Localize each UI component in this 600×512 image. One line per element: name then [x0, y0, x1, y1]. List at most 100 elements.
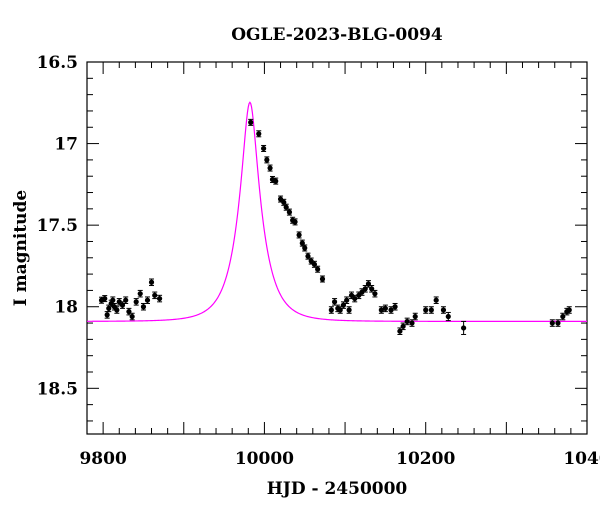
data-point	[144, 296, 151, 304]
data-marker	[137, 291, 143, 297]
data-marker	[328, 307, 334, 313]
data-point	[116, 298, 122, 306]
data-marker	[110, 297, 116, 303]
data-marker	[440, 307, 447, 313]
data-marker	[273, 178, 279, 184]
data-marker	[264, 157, 270, 163]
data-point	[404, 317, 410, 326]
data-point	[129, 312, 135, 321]
data-point	[392, 302, 398, 311]
data-marker	[404, 318, 410, 325]
data-marker	[315, 266, 321, 272]
data-marker	[123, 297, 129, 303]
data-marker	[308, 258, 314, 264]
data-point	[400, 322, 406, 331]
data-marker	[302, 245, 308, 251]
data-marker	[356, 292, 362, 298]
data-marker	[281, 199, 287, 205]
data-marker	[292, 219, 298, 225]
data-point	[273, 177, 279, 185]
data-point	[369, 285, 375, 293]
data-marker	[400, 323, 406, 329]
y-tick-label: 17.5	[37, 216, 78, 236]
data-point	[148, 278, 155, 287]
data-point	[302, 244, 308, 252]
data-point	[261, 144, 267, 152]
data-marker	[461, 325, 467, 331]
data-point	[382, 304, 388, 313]
data-marker	[344, 297, 350, 303]
x-tick-label: 10200	[396, 449, 455, 469]
data-points-layer	[98, 118, 572, 335]
data-marker	[156, 295, 163, 302]
data-marker	[566, 307, 572, 313]
data-point	[267, 164, 273, 172]
data-point	[331, 298, 338, 306]
data-point	[346, 306, 352, 314]
data-marker	[372, 291, 378, 297]
data-marker	[445, 313, 451, 320]
axis-tick-labels: 9800 10000 10200 1040 16.5 17 17.5 18 18.5	[37, 53, 600, 469]
data-point	[286, 208, 293, 216]
data-point	[423, 306, 429, 314]
data-marker	[283, 204, 289, 210]
plot-area-frame	[86, 61, 588, 435]
model-curve	[87, 101, 587, 323]
data-point	[102, 295, 108, 303]
data-point	[283, 203, 289, 211]
data-marker	[261, 145, 267, 152]
data-marker	[412, 313, 418, 320]
x-axis-label: HJD - 2450000	[267, 479, 408, 499]
data-point	[388, 306, 394, 314]
data-marker	[299, 240, 305, 246]
data-point	[352, 294, 358, 303]
data-point	[292, 218, 298, 226]
data-marker	[348, 292, 355, 298]
data-point	[104, 311, 110, 319]
model-curve-layer	[87, 101, 587, 323]
data-marker	[555, 320, 561, 326]
data-point	[114, 306, 120, 314]
data-point	[555, 319, 561, 327]
data-marker	[388, 307, 394, 313]
data-point	[549, 319, 555, 327]
data-point	[397, 327, 403, 335]
data-point	[140, 302, 147, 311]
data-marker	[286, 209, 293, 215]
data-point	[445, 311, 451, 322]
data-marker	[114, 307, 120, 313]
data-marker	[296, 232, 302, 238]
x-tick-label: 9800	[79, 449, 126, 469]
y-axis-label: I magnitude	[11, 190, 31, 307]
data-marker	[133, 299, 139, 305]
data-point	[560, 312, 566, 321]
data-marker	[331, 299, 338, 305]
data-point	[137, 289, 143, 298]
data-marker	[256, 131, 262, 137]
data-point	[433, 296, 439, 304]
data-point	[315, 265, 321, 273]
data-marker	[248, 119, 254, 125]
data-marker	[560, 313, 566, 320]
data-marker	[319, 276, 326, 282]
data-marker	[392, 304, 398, 310]
data-marker	[152, 292, 158, 298]
data-marker	[359, 289, 365, 295]
data-marker	[129, 313, 135, 320]
data-point	[344, 296, 350, 304]
data-marker	[144, 297, 151, 303]
data-marker	[267, 165, 273, 171]
y-tick-label: 17	[54, 135, 78, 155]
data-marker	[148, 279, 155, 285]
data-point	[277, 195, 284, 203]
y-tick-label: 16.5	[37, 53, 78, 73]
data-marker	[346, 307, 352, 313]
y-tick-label: 18.5	[37, 379, 78, 399]
data-point	[319, 275, 326, 283]
data-marker	[433, 297, 439, 303]
data-point	[461, 320, 467, 335]
data-marker	[378, 307, 384, 313]
data-marker	[311, 261, 318, 267]
data-marker	[104, 312, 110, 318]
